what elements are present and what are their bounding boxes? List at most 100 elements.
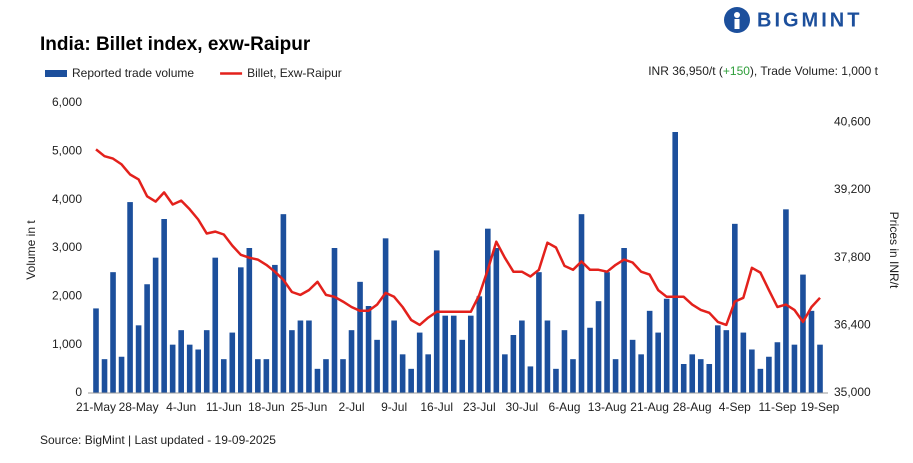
y-tick-label: 5,000 [52,144,82,158]
bar [553,368,559,393]
bar [757,368,764,393]
bar [169,344,176,393]
bar [467,315,474,393]
bar [229,332,236,393]
x-tick-label: 13-Aug [588,400,627,414]
x-tick-label: 28-Aug [673,400,712,414]
bar [570,359,576,393]
bar [740,332,747,393]
bar [459,339,466,393]
bar [357,281,363,393]
y-tick-label: 1,000 [52,337,82,351]
bar [604,272,610,393]
bar [638,354,644,393]
x-tick-label: 11-Jun [206,400,242,414]
y-tick-label: 2,000 [52,289,82,303]
bar [340,359,346,393]
y2-tick-label: 40,600 [834,115,871,129]
bar [110,272,116,393]
bar [706,364,713,393]
legend-swatch [45,70,67,77]
bar [161,219,167,393]
bar [680,364,687,393]
bar [800,274,806,393]
bar [195,349,202,393]
y2-tick-label: 39,200 [834,182,871,196]
logo: BIGMINT [724,7,859,33]
bar [425,354,431,393]
bar [152,257,159,393]
x-tick-label: 21-Aug [630,400,669,414]
bar [732,223,738,393]
logo-icon-body [734,19,740,29]
bar [672,132,678,393]
bar [595,301,602,393]
x-tick-label: 11-Sep [759,400,797,414]
summary: INR 36,950/t (+150), Trade Volume: 1,000… [648,64,878,78]
x-tick-label: 19-Sep [801,400,840,414]
bar [493,248,500,393]
bar [689,354,696,393]
bar [502,354,508,393]
bar [646,310,653,393]
bar [433,250,440,393]
x-tick-label: 21-May [76,400,116,414]
bar [783,209,789,393]
bar [280,214,287,393]
bar [246,248,253,393]
bar [186,344,193,393]
bar [382,238,389,393]
chart-title: India: Billet index, exw-Raipur [40,34,311,55]
bar [178,330,184,393]
bar [774,342,781,393]
x-tick-label: 23-Jul [463,400,496,414]
x-tick-label: 2-Jul [339,400,365,414]
bar [578,214,585,393]
bar [263,359,270,393]
bar [408,368,414,393]
bar [391,320,397,393]
legend-label: Billet, Exw-Raipur [247,66,342,80]
legend-label: Reported trade volume [72,66,194,80]
bar [808,310,815,393]
bar [519,320,525,393]
bar [331,248,338,393]
bar [297,320,304,393]
y-axis-title: Volume in t [24,220,38,280]
bar [348,330,355,393]
y-tick-label: 6,000 [52,95,82,109]
bar [399,354,406,393]
bar [817,344,823,393]
bar [272,264,278,393]
bar [587,327,593,393]
bar [203,330,210,393]
y-tick-label: 3,000 [52,240,82,254]
summary-prefix: INR 36,950/t ( [648,64,723,78]
y-tick-label: 0 [75,385,82,399]
summary-suffix: ), Trade Volume: 1,000 t [750,64,879,78]
x-tick-label: 28-May [119,400,159,414]
x-tick-label: 25-Jun [291,400,328,414]
bar [220,359,227,393]
bar [766,356,772,393]
x-tick-label: 9-Jul [381,400,407,414]
bar [714,325,721,393]
bar [527,366,534,393]
bar [723,330,730,393]
bar [314,368,321,393]
logo-icon-dot [734,12,740,18]
bar [655,332,661,393]
bar [442,315,449,393]
bar [374,339,380,393]
x-tick-label: 18-Jun [248,400,285,414]
bar [323,359,329,393]
bar [476,296,483,393]
bar [629,339,636,393]
price-line [95,148,821,327]
y-tick-label: 4,000 [52,192,82,206]
bar [255,359,261,393]
summary-change: +150 [723,64,750,78]
x-tick-label: 6-Aug [548,400,580,414]
x-tick-label: 4-Sep [719,400,751,414]
